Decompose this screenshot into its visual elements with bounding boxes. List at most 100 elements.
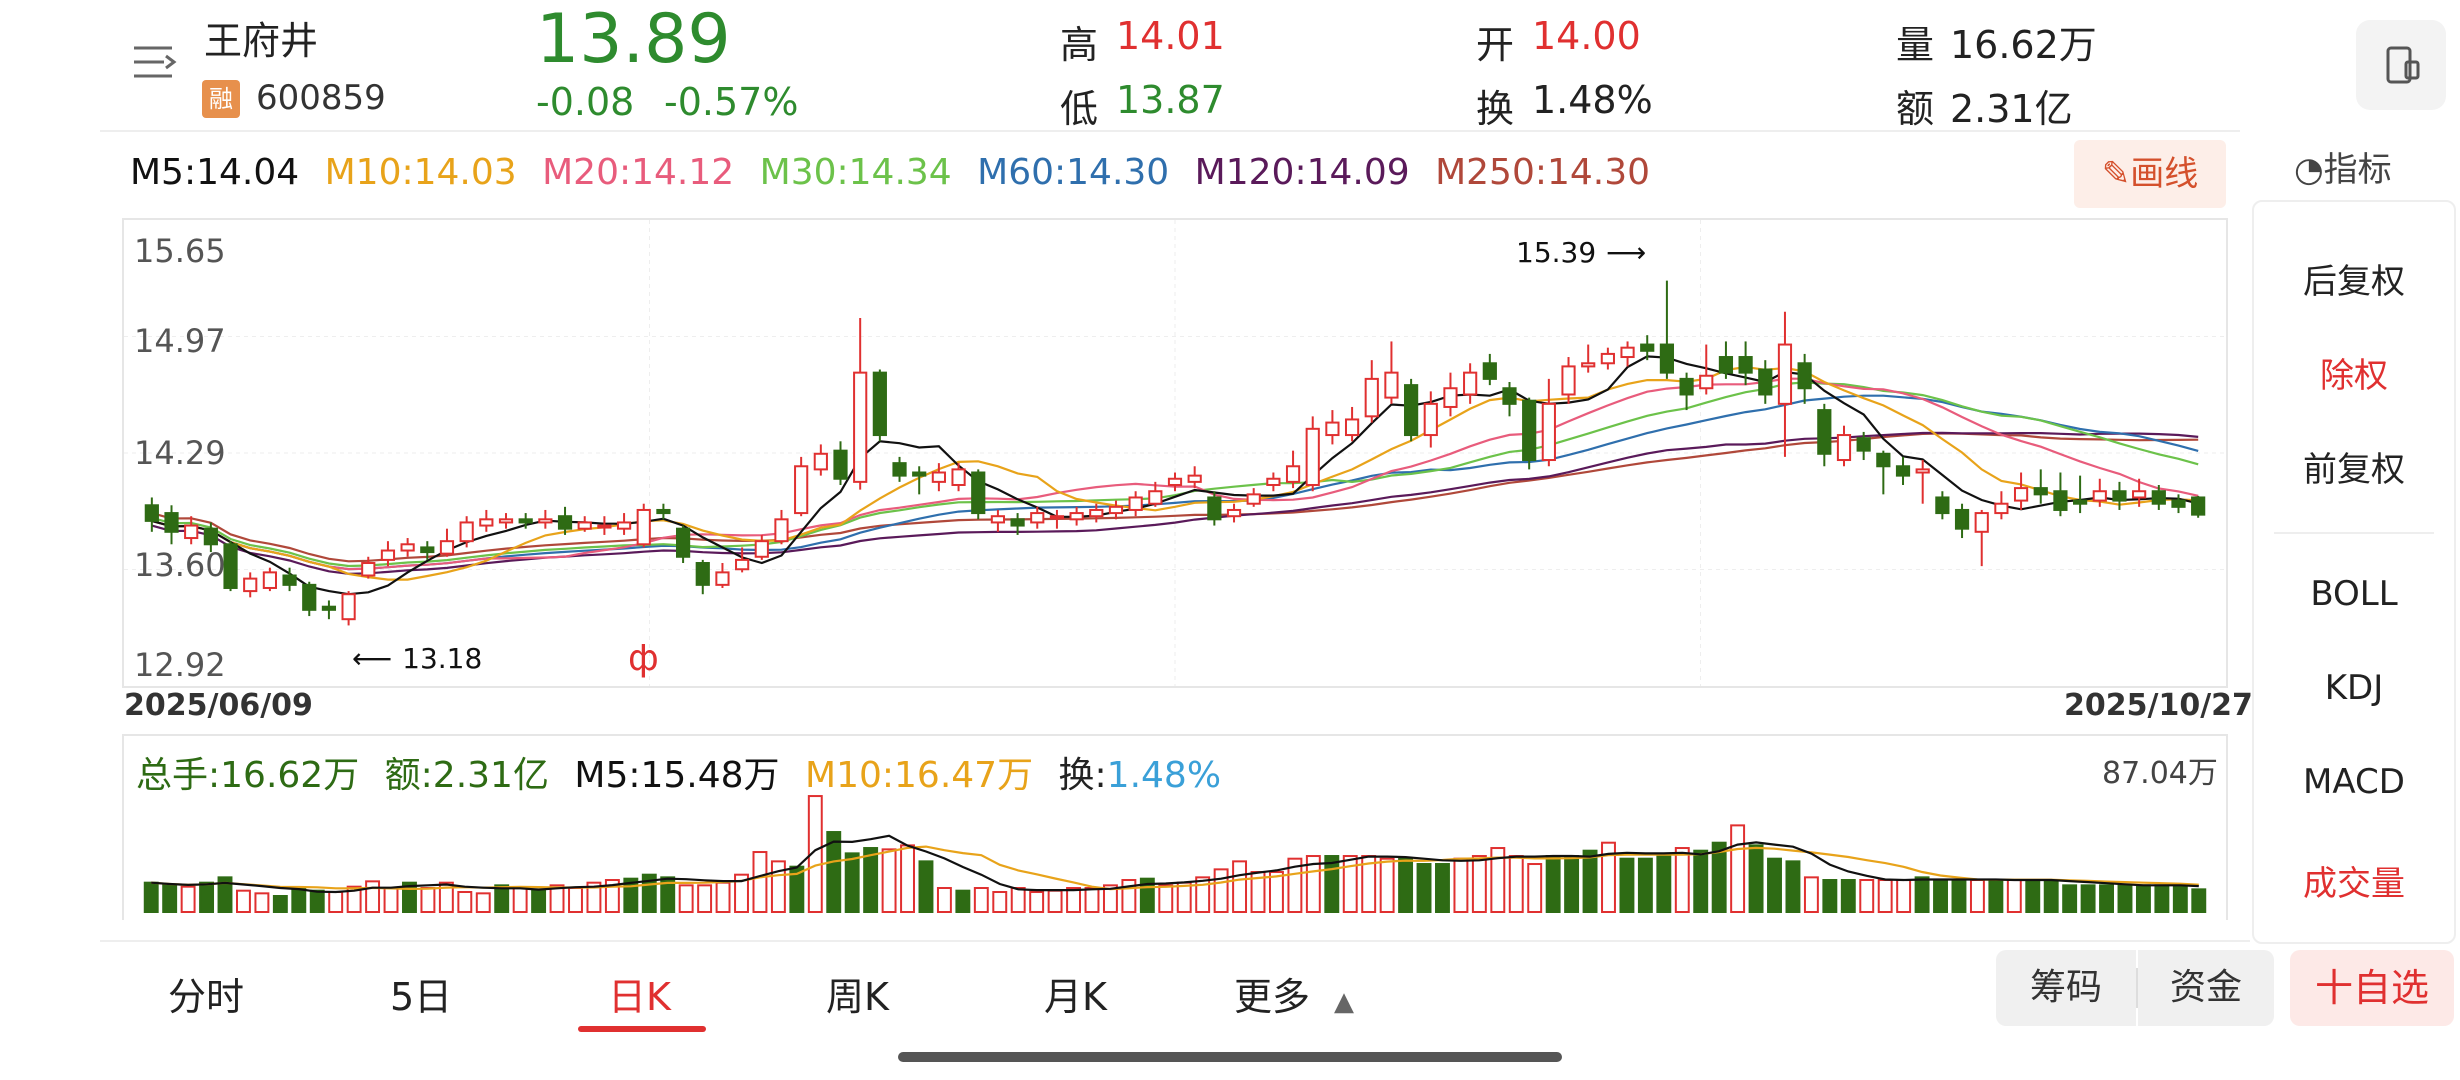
side-item-kdj[interactable]: KDJ <box>2324 668 2384 708</box>
volume-bar <box>1748 844 1764 913</box>
volume-bar <box>143 881 159 913</box>
candle-body <box>1443 387 1458 408</box>
stock-code: 600859 <box>256 78 386 118</box>
ma5-label: M5:14.04 <box>130 152 300 193</box>
volume-bar <box>2191 888 2207 913</box>
candle-body <box>833 449 848 480</box>
volume-bar <box>1047 889 1063 913</box>
volume-bar <box>1896 879 1912 914</box>
ma30-label: M30:14.34 <box>759 152 952 193</box>
volume-bar <box>1933 879 1948 914</box>
candle-body <box>1718 356 1734 374</box>
tab-monthly-k[interactable]: 月K <box>1044 975 1107 1019</box>
turnover-label: 换 <box>1476 87 1515 131</box>
arrow-right-icon: ⟶ <box>1606 236 1647 269</box>
tab-intraday[interactable]: 分时 <box>168 975 245 1019</box>
candle-body <box>1148 490 1163 505</box>
volume-bar <box>365 880 381 913</box>
tab-daily-k[interactable]: 日K <box>608 975 671 1019</box>
volume-bar <box>2117 884 2133 913</box>
event-marker[interactable]: ф <box>628 638 659 679</box>
y-axis-labels: 15.65 14.97 14.29 13.60 12.92 <box>134 232 254 692</box>
chips-button[interactable]: 筹码 <box>1996 950 2136 1026</box>
volume-bar <box>309 889 325 913</box>
candle-body <box>164 512 179 533</box>
volume-bar <box>1545 855 1561 913</box>
candle-body <box>597 524 612 529</box>
volume-bar <box>235 889 251 913</box>
candle-body <box>1305 427 1320 486</box>
volume-bar <box>863 847 879 913</box>
amount-label: 额 <box>1896 87 1935 131</box>
volume-bar <box>1951 879 1967 914</box>
volume-turnover-label: 换: <box>1058 755 1107 796</box>
indicator-button[interactable]: ◔指标 <box>2294 150 2392 190</box>
side-item-boll[interactable]: BOLL <box>2310 574 2398 614</box>
draw-line-button[interactable]: ✎画线 <box>2074 140 2226 208</box>
y-label: 15.65 <box>134 232 226 270</box>
funds-button[interactable]: 资金 <box>2138 950 2274 1026</box>
candle-body <box>1128 496 1143 511</box>
candle-body <box>715 571 730 586</box>
kline-chart[interactable] <box>122 218 2228 688</box>
volume-bar <box>752 851 768 913</box>
candle-body <box>1679 377 1694 396</box>
volume-bar <box>1435 863 1450 914</box>
candle-body <box>1207 496 1222 521</box>
candle-body <box>538 518 553 524</box>
tab-more[interactable]: 更多 ▲ <box>1234 975 1355 1019</box>
volume-bar <box>2043 879 2059 914</box>
volume-bar <box>1840 879 1856 914</box>
candle-body <box>1266 477 1281 486</box>
volume-label: 量 <box>1896 23 1935 67</box>
side-item-macd[interactable]: MACD <box>2303 762 2405 802</box>
candle-body <box>1384 371 1399 399</box>
ma250-label: M250:14.30 <box>1435 152 1651 193</box>
side-menu-divider <box>2274 532 2434 534</box>
candle-body <box>1659 343 1675 374</box>
candle-body <box>203 527 218 546</box>
candle-body <box>2151 490 2166 505</box>
candle-body <box>1049 515 1065 520</box>
price-change-pct: -0.57% <box>664 80 799 124</box>
add-watchlist-button[interactable]: 十自选 <box>2290 950 2454 1026</box>
volume-bar <box>162 884 178 913</box>
phone-rotate-icon <box>2386 46 2420 84</box>
high-value: 14.01 <box>1116 14 1225 58</box>
candle-body <box>1561 365 1576 396</box>
tab-5day[interactable]: 5日 <box>390 975 453 1019</box>
candle-body <box>1600 352 1615 365</box>
side-item-post-adjust[interactable]: 后复权 <box>2303 262 2405 302</box>
candle-body <box>813 452 828 471</box>
side-item-pre-adjust[interactable]: 前复权 <box>2303 450 2405 490</box>
candle-body <box>459 521 474 543</box>
volume-bar <box>734 873 749 913</box>
volume-bar <box>1582 849 1598 913</box>
side-item-ex-rights[interactable]: 除权 <box>2320 356 2388 396</box>
volume-bar <box>346 885 362 914</box>
ma20-label: M20:14.12 <box>542 152 735 193</box>
candle-body <box>1974 512 1989 533</box>
volume-ma5-line <box>151 834 2199 894</box>
volume-bar <box>1102 884 1118 913</box>
home-indicator[interactable] <box>898 1052 1562 1062</box>
candle-body <box>2171 499 2186 508</box>
side-item-volume[interactable]: 成交量 <box>2303 864 2405 904</box>
candle-body <box>794 465 809 515</box>
margin-badge: 融 <box>202 80 240 118</box>
low-label: 低 <box>1060 87 1099 131</box>
volume-bar <box>291 887 307 914</box>
volume-bar <box>1508 855 1524 913</box>
candle-body <box>754 540 769 558</box>
bottom-btn-divider <box>2136 968 2138 1008</box>
volume-bar <box>1342 855 1358 913</box>
volume-chart[interactable] <box>122 734 2228 920</box>
min-annotation: ⟵ 13.18 <box>352 642 483 675</box>
volume-bar <box>475 892 491 914</box>
menu-icon[interactable] <box>132 42 178 82</box>
phone-rotate-button[interactable] <box>2356 20 2446 110</box>
volume-bar <box>1914 876 1930 913</box>
candle-body <box>695 562 710 586</box>
volume-total: 总手:16.62万 <box>136 755 360 796</box>
tab-weekly-k[interactable]: 周K <box>826 975 889 1019</box>
